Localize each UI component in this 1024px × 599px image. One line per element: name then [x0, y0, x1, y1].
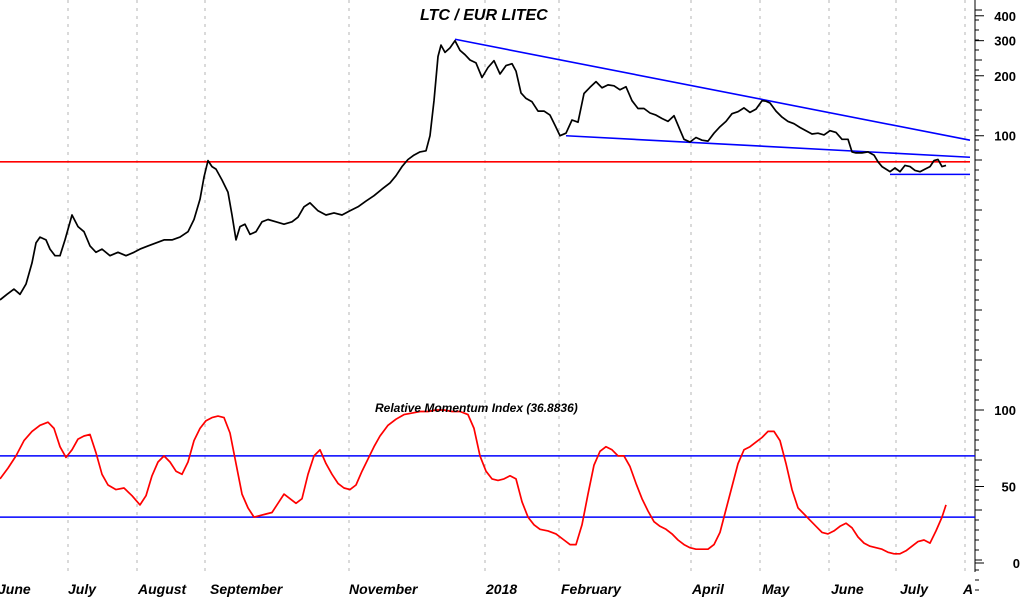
x-label-2: August [137, 581, 188, 597]
x-label-3: September [210, 581, 284, 597]
x-axis-month-labels: June July August September November 2018 Febru… [0, 581, 973, 597]
price-trend-lines [0, 38, 971, 176]
x-label-1: July [68, 581, 97, 597]
x-label-6: February [561, 581, 622, 597]
indicator-reference-lines [0, 455, 975, 518]
price-tick-label-100: 100 [994, 129, 1016, 144]
x-label-0: June [0, 581, 31, 597]
indicator-tick-label-50: 50 [1002, 480, 1016, 495]
x-label-5: 2018 [485, 581, 517, 597]
x-label-11: A [962, 581, 973, 597]
rmi-series-line [0, 409, 947, 555]
vertical-gridlines [67, 0, 966, 572]
price-tick-label-400: 400 [994, 9, 1016, 24]
chart-title: LTC / EUR LITEC [420, 7, 548, 24]
indicator-title: Relative Momentum Index (36.8836) [375, 401, 578, 415]
x-label-9: June [831, 581, 864, 597]
lower-trend-line [565, 134, 971, 159]
x-label-10: July [900, 581, 929, 597]
indicator-tick-label-100: 100 [994, 403, 1016, 418]
price-series-line [0, 39, 947, 301]
x-label-7: April [691, 581, 725, 597]
y-axis-ticks: 100 200 300 400 0 50 100 [975, 9, 1020, 591]
x-label-4: November [349, 581, 419, 597]
indicator-tick-label-0: 0 [1013, 556, 1020, 571]
upper-trend-line [454, 38, 971, 141]
price-tick-label-300: 300 [994, 34, 1016, 49]
series-lines [0, 39, 947, 555]
x-label-8: May [762, 581, 790, 597]
price-tick-label-200: 200 [994, 69, 1016, 84]
